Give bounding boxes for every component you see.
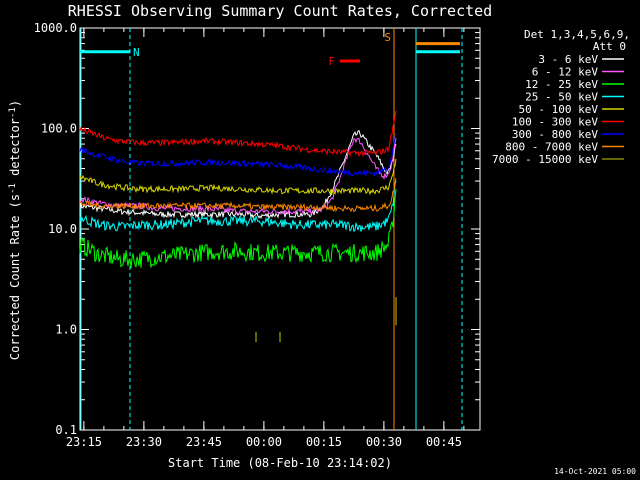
y-tick-label: 0.1 — [55, 423, 77, 437]
series-line-3 — [79, 180, 397, 233]
series-line-4 — [79, 158, 397, 196]
x-axis-label: Start Time (08-Feb-10 23:14:02) — [168, 456, 392, 470]
series-line-7 — [79, 178, 397, 213]
flag-label-N: N — [133, 46, 140, 59]
series-line-5 — [79, 110, 397, 158]
legend-header-1: Det 1,3,4,5,6,9, — [524, 28, 630, 41]
flag-label-S: S — [384, 31, 391, 44]
x-tick-label: 23:45 — [186, 435, 222, 449]
legend-header-2: Att 0 — [593, 40, 626, 53]
x-tick-label: 23:30 — [126, 435, 162, 449]
x-tick-label: 23:15 — [66, 435, 102, 449]
y-axis-label: Corrected Count Rate (s-1 detector-1) — [8, 100, 22, 360]
legend-label: 7000 - 15000 keV — [492, 153, 598, 166]
x-tick-label: 00:45 — [426, 435, 462, 449]
plot-frame — [79, 27, 481, 431]
legend-label: 300 - 800 keV — [512, 128, 598, 141]
series-line-1 — [79, 137, 397, 216]
footer-timestamp: 14-Oct-2021 05:00 — [554, 467, 636, 476]
chart-title: RHESSI Observing Summary Count Rates, Co… — [68, 2, 492, 20]
plot-area: N F S — [79, 27, 481, 431]
legend-label: 25 - 50 keV — [525, 91, 598, 104]
flag-label-F: F — [328, 55, 335, 68]
x-tick-label: 00:00 — [246, 435, 282, 449]
x-tick-label: 00:15 — [306, 435, 342, 449]
y-tick-label: 1000.0 — [34, 21, 77, 35]
y-tick-label: 1.0 — [55, 323, 77, 337]
legend-label: 6 - 12 keV — [532, 66, 599, 79]
series-line-0 — [79, 129, 397, 220]
series-line-2 — [79, 188, 397, 269]
series-line-6 — [79, 132, 397, 178]
legend-label: 50 - 100 keV — [519, 103, 599, 116]
legend-label: 100 - 300 keV — [512, 116, 598, 129]
legend-label: 12 - 25 keV — [525, 78, 598, 91]
legend-label: 3 - 6 keV — [538, 53, 598, 66]
legend-label: 800 - 7000 keV — [505, 141, 598, 154]
y-tick-label: 100.0 — [41, 122, 77, 136]
y-tick-label: 10.0 — [48, 222, 77, 236]
x-tick-label: 00:30 — [366, 435, 402, 449]
